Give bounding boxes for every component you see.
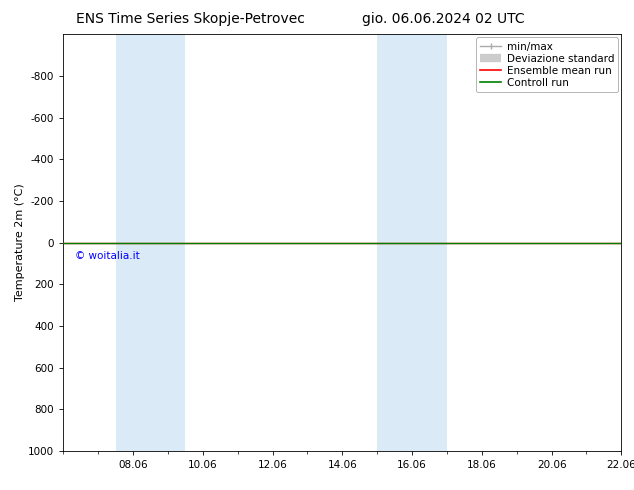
Bar xyxy=(377,34,447,451)
Text: ENS Time Series Skopje-Petrovec: ENS Time Series Skopje-Petrovec xyxy=(75,12,305,26)
Legend: min/max, Deviazione standard, Ensemble mean run, Controll run: min/max, Deviazione standard, Ensemble m… xyxy=(476,37,618,92)
Bar xyxy=(115,34,185,451)
Text: gio. 06.06.2024 02 UTC: gio. 06.06.2024 02 UTC xyxy=(363,12,525,26)
Y-axis label: Temperature 2m (°C): Temperature 2m (°C) xyxy=(15,184,25,301)
Text: © woitalia.it: © woitalia.it xyxy=(75,251,139,261)
